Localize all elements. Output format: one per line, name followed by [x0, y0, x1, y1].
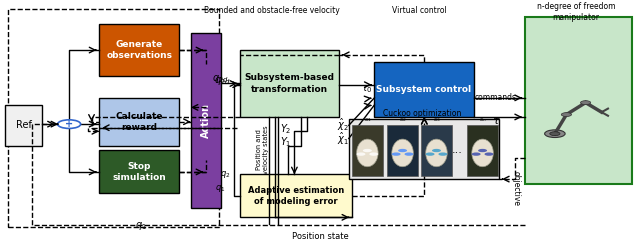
Text: Position state: Position state — [292, 232, 348, 241]
Text: $q_1$: $q_1$ — [215, 183, 225, 194]
Text: ...: ... — [452, 145, 463, 155]
Text: $Y_2$: $Y_2$ — [280, 122, 291, 136]
Text: commands: commands — [475, 93, 517, 102]
Text: $s_1$: $s_1$ — [364, 117, 371, 124]
Circle shape — [398, 149, 407, 152]
Text: +: + — [65, 119, 73, 129]
FancyBboxPatch shape — [421, 125, 452, 175]
Text: Calculate
reward: Calculate reward — [115, 112, 163, 132]
Circle shape — [363, 149, 372, 152]
FancyBboxPatch shape — [240, 174, 352, 217]
Text: $q_2$: $q_2$ — [220, 169, 230, 180]
Circle shape — [392, 152, 401, 156]
Circle shape — [472, 152, 481, 156]
Text: $s_3$: $s_3$ — [433, 117, 440, 124]
Text: Generate
observations: Generate observations — [106, 40, 172, 60]
Circle shape — [545, 130, 565, 137]
FancyBboxPatch shape — [525, 17, 632, 184]
Text: $q_1$: $q_1$ — [135, 220, 147, 232]
FancyBboxPatch shape — [352, 125, 383, 175]
FancyBboxPatch shape — [99, 151, 179, 193]
Text: n-degree of freedom
manipulator: n-degree of freedom manipulator — [537, 2, 615, 22]
Text: $\hat{\chi}_1$: $\hat{\chi}_1$ — [337, 130, 349, 147]
FancyBboxPatch shape — [387, 125, 418, 175]
Text: $\tau_0$: $\tau_0$ — [361, 83, 372, 95]
Text: Virtual control: Virtual control — [392, 6, 447, 15]
Text: Ref: Ref — [16, 120, 31, 130]
Text: objective: objective — [512, 171, 521, 206]
Ellipse shape — [426, 139, 447, 167]
FancyBboxPatch shape — [349, 119, 499, 179]
Circle shape — [438, 152, 447, 156]
Text: Subsystem-based
transformation: Subsystem-based transformation — [244, 74, 335, 94]
Circle shape — [426, 152, 435, 156]
FancyBboxPatch shape — [99, 98, 179, 146]
FancyBboxPatch shape — [467, 125, 498, 175]
FancyBboxPatch shape — [5, 105, 42, 146]
Ellipse shape — [472, 139, 493, 167]
Text: $s_n$: $s_n$ — [479, 117, 486, 124]
Text: $\tau$: $\tau$ — [492, 115, 500, 126]
Ellipse shape — [356, 139, 378, 167]
Text: Action: Action — [201, 103, 211, 138]
Text: Adaptive estimation
of modeling error: Adaptive estimation of modeling error — [248, 186, 344, 206]
Text: $q_{2d}$: $q_{2d}$ — [214, 75, 230, 87]
FancyBboxPatch shape — [99, 24, 179, 76]
Text: $\hat{\chi}_2$: $\hat{\chi}_2$ — [337, 117, 349, 133]
Text: Subsystem control: Subsystem control — [376, 85, 472, 94]
Circle shape — [580, 101, 591, 105]
FancyBboxPatch shape — [374, 62, 474, 117]
FancyBboxPatch shape — [191, 33, 221, 208]
Circle shape — [58, 120, 81, 129]
Text: Bounded and obstacle-free velocity: Bounded and obstacle-free velocity — [204, 6, 340, 15]
Text: $s_2$: $s_2$ — [399, 117, 406, 124]
Circle shape — [478, 149, 487, 152]
Text: Stop
simulation: Stop simulation — [113, 162, 166, 182]
FancyBboxPatch shape — [240, 50, 339, 117]
Text: $q_{2d}$: $q_{2d}$ — [212, 73, 229, 85]
Circle shape — [561, 113, 572, 116]
Text: Position and
velocity states: Position and velocity states — [256, 125, 269, 174]
Text: $Y_1$: $Y_1$ — [280, 135, 291, 149]
Circle shape — [550, 132, 560, 136]
Text: Cuckoo optimization: Cuckoo optimization — [383, 109, 461, 118]
Circle shape — [404, 152, 413, 156]
Circle shape — [356, 152, 365, 156]
Ellipse shape — [392, 139, 413, 167]
Circle shape — [484, 152, 493, 156]
Circle shape — [369, 152, 378, 156]
Circle shape — [432, 149, 441, 152]
